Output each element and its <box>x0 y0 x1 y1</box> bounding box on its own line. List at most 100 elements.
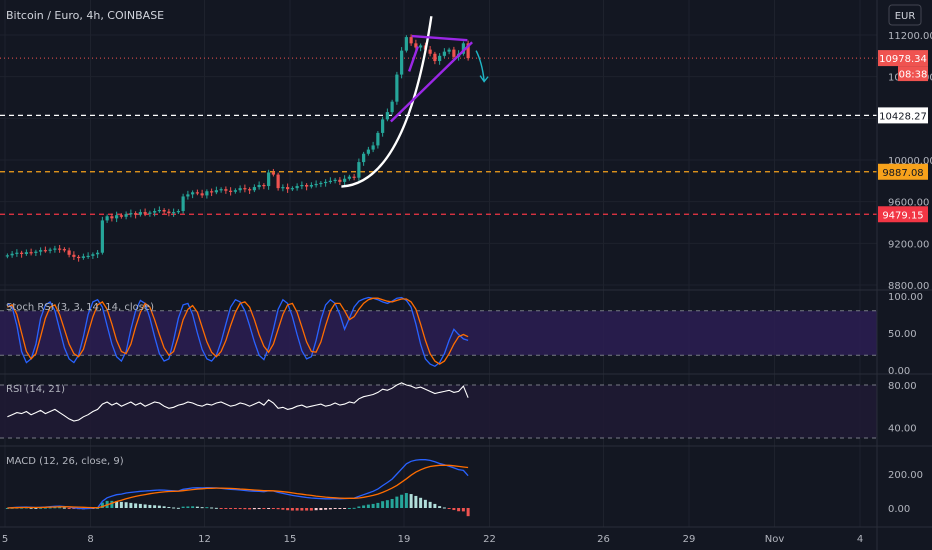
candle-body <box>409 37 413 44</box>
candle-body <box>400 50 404 75</box>
rsi-title[interactable]: RSI (14, 21) <box>6 384 65 395</box>
level-price-label-box <box>878 206 928 223</box>
candle-body <box>157 210 161 212</box>
macd-histogram-bar <box>58 507 62 509</box>
stoch-rsi-title[interactable]: Stoch RSI (3, 3, 14, 14, close) <box>6 302 154 313</box>
macd-histogram-bar <box>290 508 294 511</box>
candle-body <box>162 210 166 212</box>
time-tick-label: 19 <box>398 534 411 545</box>
macd-histogram-bar <box>404 493 408 508</box>
candle-body <box>343 178 347 182</box>
macd-histogram-bar <box>238 508 242 510</box>
macd-histogram-bar <box>195 506 199 508</box>
macd-histogram-bar <box>295 508 299 511</box>
macd-histogram-bar <box>257 508 261 510</box>
rsi-band-fill <box>0 385 877 438</box>
macd-histogram-bar <box>352 507 356 509</box>
candle-body <box>281 187 285 189</box>
price-axis[interactable]: 11200.0010800.0010000.009600.009200.0088… <box>888 31 932 515</box>
candle-body <box>352 176 356 178</box>
candle-body <box>77 256 81 259</box>
candle-body <box>395 74 399 102</box>
macd-histogram-bar <box>433 503 437 508</box>
candle-body <box>110 216 114 219</box>
chart-drawings[interactable] <box>341 16 489 188</box>
macd-histogram-bar <box>72 508 76 509</box>
macd-histogram-bar <box>466 508 470 517</box>
macd-histogram-bar <box>143 504 147 508</box>
macd-histogram-bar <box>395 496 399 508</box>
macd-histogram-bar <box>43 507 47 509</box>
macd-histogram-bar <box>252 508 256 510</box>
macd-histogram-bar <box>281 508 285 510</box>
candle-body <box>309 185 313 187</box>
candle-body <box>252 187 256 191</box>
macd-histogram-bar <box>385 500 389 508</box>
macd-tick-label: 0.00 <box>888 504 910 515</box>
level-price-label-box <box>878 107 928 124</box>
macd-histogram-bar <box>414 495 418 508</box>
candle-body <box>67 250 71 255</box>
macd-histogram-bar <box>357 506 361 508</box>
currency-button[interactable] <box>888 4 922 26</box>
macd-tick-label: 200.00 <box>888 470 923 481</box>
candle-body <box>124 214 128 217</box>
horizontal-levels[interactable] <box>0 57 877 215</box>
macd-title[interactable]: MACD (12, 26, close, 9) <box>6 456 124 467</box>
macd-histogram-bar <box>461 508 465 512</box>
time-tick-label: 12 <box>198 534 211 545</box>
candle-body <box>5 255 9 257</box>
triangle-upper-trendline[interactable] <box>411 34 468 42</box>
macd-histogram-bar <box>319 508 323 511</box>
level-price-label: 9887.08 <box>882 168 923 179</box>
candle-body <box>442 51 446 56</box>
candle-body <box>81 256 85 258</box>
candle-body <box>39 250 43 252</box>
macd-histogram-bar <box>181 506 185 508</box>
candle-body <box>466 43 470 59</box>
candle-body <box>143 212 147 214</box>
candle-body <box>62 249 66 251</box>
time-tick-label: 22 <box>483 534 496 545</box>
macd-histogram-bar <box>148 504 152 508</box>
macd-histogram-bar <box>419 497 423 508</box>
macd-histogram-bar <box>400 494 404 508</box>
parabolic-curve-drawing[interactable] <box>341 16 433 188</box>
rsi-tick-label: 80.00 <box>888 381 917 392</box>
macd-histogram-bar <box>229 508 233 509</box>
candle-body <box>15 252 19 254</box>
candle-body <box>43 250 47 252</box>
macd-histogram-bar <box>423 499 427 508</box>
symbol-title[interactable]: Bitcoin / Euro, 4h, COINBASE <box>6 9 164 22</box>
candle-body <box>186 194 190 197</box>
candle-body <box>100 220 104 253</box>
triangle-lower-trendline[interactable] <box>390 41 473 123</box>
level-price-label: 9479.15 <box>882 210 923 221</box>
candle-body <box>438 55 442 62</box>
macd-histogram-bar <box>119 501 123 508</box>
candle-body <box>219 189 223 191</box>
candle-body <box>24 252 28 254</box>
candle-body <box>96 252 100 255</box>
triangle-left-trendline[interactable] <box>407 46 420 72</box>
candle-body <box>205 191 209 196</box>
rsi-line <box>7 382 469 422</box>
candle-body <box>419 45 423 48</box>
macd-histogram-bar <box>124 502 128 508</box>
candle-body <box>357 162 361 178</box>
candle-body <box>347 176 351 179</box>
down-arrow-icon[interactable] <box>475 50 489 83</box>
candle-body <box>195 192 199 194</box>
macd-histogram-bar <box>267 508 271 509</box>
price-tick-label: 8800.00 <box>888 281 929 292</box>
candle-body <box>328 180 332 183</box>
macd-histogram-bar <box>20 507 24 509</box>
time-axis[interactable]: 58121519222629Nov4912 <box>2 534 932 545</box>
grid-lines <box>0 0 877 527</box>
candle-body <box>428 49 432 54</box>
rsi-tick-label: 40.00 <box>888 423 917 434</box>
candle-body <box>148 212 152 214</box>
time-tick-label: 15 <box>284 534 297 545</box>
